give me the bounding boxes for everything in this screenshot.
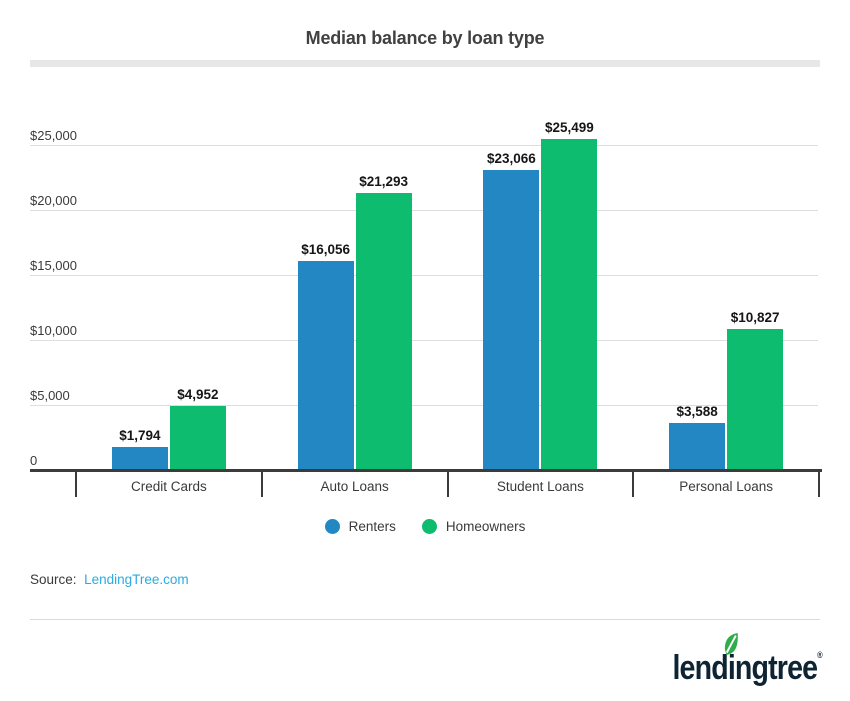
chart-title: Median balance by loan type: [305, 28, 545, 48]
bar-renters-personal-loans: [669, 423, 726, 470]
x-axis-tick: [260, 472, 263, 497]
bar-chart: $25,000 $20,000 $15,000 $10,000 $5,000 0 $1,7…: [30, 119, 822, 497]
source-label: Source:: [30, 572, 77, 587]
logo-text-part: lend: [672, 649, 729, 687]
bar-value-label: $16,056: [301, 242, 351, 258]
bar-renters-credit-cards: [111, 446, 168, 470]
source-link[interactable]: LendingTree.com: [84, 572, 189, 587]
legend-label: Renters: [348, 519, 396, 534]
x-axis-category-label: Student Loans: [496, 479, 584, 494]
legend-item-homeowners: Homeowners: [421, 519, 526, 534]
x-axis-line: [30, 469, 822, 472]
bar-value-label: $1,794: [119, 427, 161, 443]
registered-mark: ®: [817, 650, 823, 660]
legend: Renters Homeowners: [0, 519, 850, 534]
gridline: [30, 210, 818, 211]
x-axis-tick: [75, 472, 77, 497]
y-axis-tick-label: $5,000: [30, 388, 70, 403]
title-divider: [30, 60, 820, 67]
bar-value-label: $21,293: [359, 174, 409, 190]
bar-renters-auto-loans: [297, 261, 354, 470]
logo-letter-i: i: [724, 633, 738, 690]
legend-color-dot: [421, 519, 437, 534]
x-axis-category-label: Credit Cards: [130, 479, 207, 494]
bar-homeowners-personal-loans: [727, 329, 784, 470]
bar-renters-student-loans: [483, 170, 540, 470]
bar-homeowners-credit-cards: [169, 405, 226, 470]
x-axis-tick: [632, 472, 635, 497]
x-axis-tick: [818, 472, 820, 497]
y-axis-tick-label: $15,000: [30, 258, 77, 273]
bar-homeowners-auto-loans: [355, 193, 412, 470]
lendingtree-logo: lendi ngtree®: [672, 633, 823, 690]
source-line: Source: LendingTree.com: [30, 572, 189, 587]
y-axis-tick-label: 0: [30, 453, 38, 468]
y-axis-tick-label: $10,000: [30, 323, 77, 338]
footer-divider: [30, 619, 820, 620]
bar-value-label: $25,499: [544, 119, 594, 135]
bar-homeowners-student-loans: [541, 138, 598, 470]
y-axis-tick-label: $25,000: [30, 128, 77, 143]
gridline: [30, 145, 818, 146]
legend-color-dot: [324, 519, 340, 534]
bar-value-label: $4,952: [177, 386, 219, 402]
leaf-icon: [724, 633, 738, 655]
bar-value-label: $10,827: [730, 310, 780, 326]
gridline: [30, 275, 818, 276]
x-axis-category-label: Personal Loans: [679, 479, 774, 494]
x-axis-tick: [446, 472, 449, 497]
bar-value-label: $23,066: [486, 151, 536, 167]
x-axis-category-label: Auto Loans: [320, 479, 389, 494]
legend-label: Homeowners: [445, 519, 526, 534]
bar-value-label: $3,588: [676, 404, 718, 420]
y-axis-tick-label: $20,000: [30, 193, 77, 208]
legend-item-renters: Renters: [324, 519, 396, 534]
gridline: [30, 405, 818, 406]
gridline: [30, 340, 818, 341]
logo-text-part: ngtree: [735, 649, 818, 687]
